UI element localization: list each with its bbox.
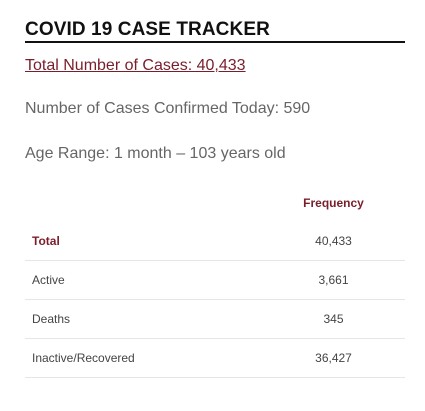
total-cases-link[interactable]: Total Number of Cases: 40,433 (25, 57, 246, 74)
confirmed-today-text: Number of Cases Confirmed Today: 590 (25, 100, 311, 117)
header-frequency-cell: Frequency (303, 196, 364, 210)
table-header-row: Frequency (25, 184, 405, 222)
table-row-total: Total 40,433 (25, 222, 405, 261)
age-range-text: Age Range: 1 month – 103 years old (25, 145, 286, 162)
row-value: 345 (262, 299, 405, 339)
header-label-cell (25, 184, 262, 222)
title-divider (25, 41, 405, 43)
row-value: 36,427 (262, 338, 405, 378)
case-frequency-table: Frequency Total 40,433 Active 3,661 Deat… (25, 184, 405, 378)
row-label: Active (25, 260, 262, 300)
table-row-active: Active 3,661 (25, 260, 405, 300)
row-label: Inactive/Recovered (25, 338, 262, 378)
row-label: Deaths (25, 299, 262, 339)
row-label: Total (25, 222, 262, 261)
table-row-recovered: Inactive/Recovered 36,427 (25, 338, 405, 378)
table-row-deaths: Deaths 345 (25, 299, 405, 339)
row-value: 40,433 (262, 222, 405, 261)
row-value: 3,661 (262, 260, 405, 300)
page-title: COVID 19 CASE TRACKER (25, 19, 270, 40)
